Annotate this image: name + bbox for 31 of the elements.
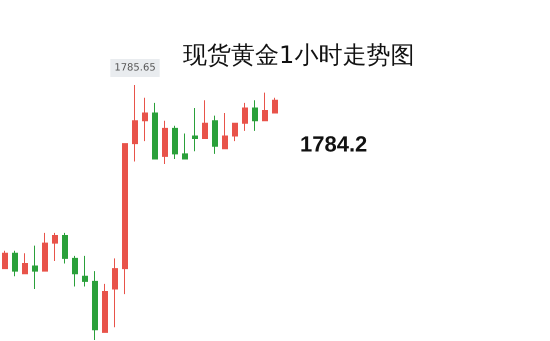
candlestick: [162, 120, 168, 165]
candlestick: [192, 107, 198, 152]
candlestick: [272, 97, 278, 114]
candlestick: [232, 122, 238, 142]
candlestick: [132, 84, 138, 162]
candlestick: [112, 258, 118, 328]
text: 1785.65: [114, 62, 156, 74]
candlestick: [42, 232, 48, 272]
candlestick: [182, 132, 188, 160]
candlestick: [122, 143, 128, 295]
candlestick: [142, 97, 148, 142]
candlestick: [92, 270, 98, 340]
candlestick: [252, 100, 258, 132]
candlestick: [262, 92, 268, 122]
candlestick: [222, 112, 228, 150]
candlestick: [32, 245, 38, 290]
candlestick: [82, 255, 88, 287]
candlestick: [72, 255, 78, 287]
candlestick: [52, 232, 58, 262]
candlestick: [202, 100, 208, 140]
candlestick: [2, 250, 8, 270]
candlestick: [62, 232, 68, 264]
candlestick: [172, 125, 178, 160]
candlestick: [212, 115, 218, 154]
text: 1784.2: [300, 132, 368, 156]
candlestick: [242, 102, 248, 132]
candlestick: [152, 102, 158, 160]
candlestick: [102, 283, 108, 333]
candlestick: [12, 250, 18, 277]
chart-title: 现货黄金1小时走势图: [183, 41, 414, 69]
candlestick: [22, 252, 28, 274]
